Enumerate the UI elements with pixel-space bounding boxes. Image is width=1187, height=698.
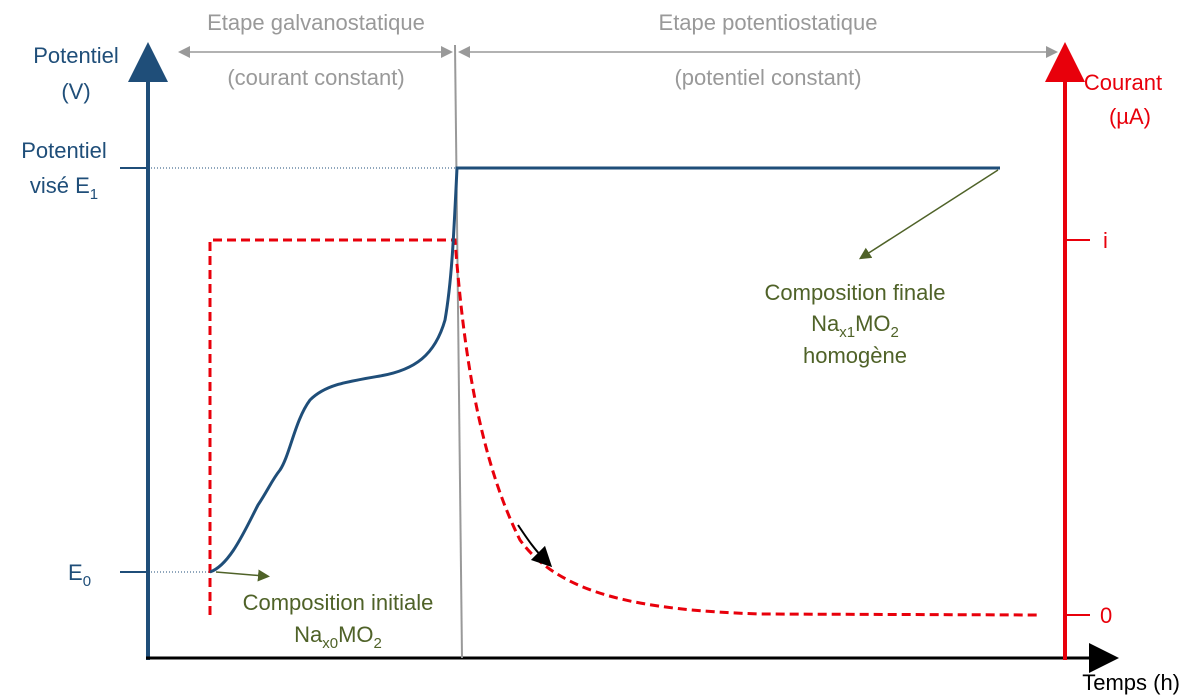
axis-label: Potentiel bbox=[33, 43, 119, 68]
current-curve bbox=[208, 238, 1041, 617]
formula: Nax0MO2 bbox=[294, 622, 382, 652]
tick-label: E0 bbox=[68, 560, 91, 590]
formula: Nax1MO2 bbox=[811, 311, 899, 341]
annotation: Composition finale bbox=[765, 280, 946, 305]
separator bbox=[454, 44, 463, 659]
text: E bbox=[68, 560, 83, 585]
text: MO bbox=[338, 622, 373, 647]
stage-title: Etape galvanostatique bbox=[207, 10, 425, 35]
text: MO bbox=[855, 311, 890, 336]
text: Na bbox=[294, 622, 323, 647]
axis-label: (V) bbox=[61, 79, 90, 104]
tick-label: visé E1 bbox=[30, 173, 98, 203]
annotation: Composition initiale bbox=[243, 590, 434, 615]
subscript: x0 bbox=[322, 635, 338, 652]
x-axis-label: Temps (h) bbox=[1082, 670, 1180, 695]
decay-arrow bbox=[517, 524, 553, 568]
tick-label: 0 bbox=[1100, 603, 1112, 628]
axis-label: Courant bbox=[1084, 70, 1162, 95]
potential-curve bbox=[209, 166, 1000, 574]
tick-label: Potentiel bbox=[21, 138, 107, 163]
subscript: 2 bbox=[891, 324, 899, 341]
pointer bbox=[858, 169, 999, 260]
subscript: 1 bbox=[90, 186, 98, 203]
text: visé E bbox=[30, 173, 90, 198]
subscript: 2 bbox=[374, 635, 382, 652]
pointer bbox=[215, 569, 270, 582]
annotation: homogène bbox=[803, 343, 907, 368]
tick-label: i bbox=[1103, 228, 1108, 253]
stage-subtitle: (potentiel constant) bbox=[674, 65, 861, 90]
subscript: 0 bbox=[83, 573, 91, 590]
stage-title: Etape potentiostatique bbox=[659, 10, 878, 35]
text: Na bbox=[811, 311, 840, 336]
stage-subtitle: (courant constant) bbox=[227, 65, 404, 90]
axis-label: (µA) bbox=[1109, 104, 1151, 129]
subscript: x1 bbox=[839, 324, 855, 341]
